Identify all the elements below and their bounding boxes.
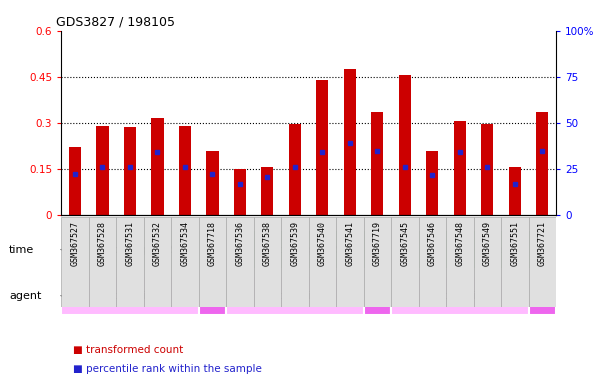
Bar xyxy=(398,75,411,215)
Text: ■ percentile rank within the sample: ■ percentile rank within the sample xyxy=(73,364,262,374)
Bar xyxy=(364,276,391,315)
Text: pilocarpine: pilocarpine xyxy=(266,291,324,301)
Text: ■ transformed count: ■ transformed count xyxy=(73,345,183,355)
Bar xyxy=(426,151,439,215)
Bar xyxy=(309,217,336,307)
Bar xyxy=(371,112,384,215)
Bar xyxy=(61,276,199,315)
Bar xyxy=(364,217,391,307)
Bar xyxy=(508,167,521,215)
Bar xyxy=(281,217,309,307)
Bar xyxy=(144,217,171,307)
Bar xyxy=(288,124,301,215)
Bar xyxy=(151,118,164,215)
Bar xyxy=(171,217,199,307)
Text: GSM367527: GSM367527 xyxy=(70,222,79,266)
Bar xyxy=(206,151,219,215)
Bar xyxy=(96,126,109,215)
Bar xyxy=(391,217,419,307)
Text: 3 days post-SE: 3 days post-SE xyxy=(103,245,185,255)
Bar xyxy=(391,230,556,269)
Bar xyxy=(474,217,501,307)
Text: GSM367540: GSM367540 xyxy=(318,222,327,266)
Bar xyxy=(226,276,364,315)
Text: GSM367719: GSM367719 xyxy=(373,222,382,266)
Text: GSM367541: GSM367541 xyxy=(345,222,354,266)
Text: GSM367538: GSM367538 xyxy=(263,222,272,266)
Text: pilocarpine: pilocarpine xyxy=(431,291,489,301)
Bar xyxy=(226,217,254,307)
Text: GSM367551: GSM367551 xyxy=(510,222,519,266)
Text: pilocarpine: pilocarpine xyxy=(101,291,159,301)
Text: immediate: immediate xyxy=(444,245,503,255)
Text: GSM367721: GSM367721 xyxy=(538,222,547,266)
Text: GSM367549: GSM367549 xyxy=(483,222,492,266)
Bar xyxy=(178,126,191,215)
Text: GSM367546: GSM367546 xyxy=(428,222,437,266)
Bar xyxy=(391,276,529,315)
Bar xyxy=(233,169,246,215)
Bar xyxy=(336,217,364,307)
Bar xyxy=(226,230,391,269)
Bar xyxy=(316,80,329,215)
Bar xyxy=(68,147,81,215)
Bar xyxy=(343,69,356,215)
Bar xyxy=(254,217,281,307)
Bar xyxy=(61,230,226,269)
Text: saline: saline xyxy=(530,291,555,300)
Text: GSM367545: GSM367545 xyxy=(400,222,409,266)
Text: GSM367532: GSM367532 xyxy=(153,222,162,266)
Text: 7 days post-SE: 7 days post-SE xyxy=(267,245,350,255)
Bar xyxy=(199,217,226,307)
Text: GDS3827 / 198105: GDS3827 / 198105 xyxy=(56,15,175,28)
Text: saline: saline xyxy=(365,291,390,300)
Bar xyxy=(536,112,549,215)
Bar xyxy=(501,217,529,307)
Bar xyxy=(89,217,116,307)
Bar xyxy=(446,217,474,307)
Bar xyxy=(116,217,144,307)
Text: agent: agent xyxy=(9,291,42,301)
Bar xyxy=(199,276,226,315)
Text: GSM367718: GSM367718 xyxy=(208,222,217,266)
Bar xyxy=(419,217,446,307)
Bar xyxy=(453,121,466,215)
Text: GSM367536: GSM367536 xyxy=(235,222,244,266)
Bar xyxy=(529,217,556,307)
Text: GSM367528: GSM367528 xyxy=(98,222,107,266)
Bar xyxy=(261,167,274,215)
Text: GSM367539: GSM367539 xyxy=(290,222,299,266)
Text: saline: saline xyxy=(200,291,225,300)
Bar xyxy=(529,276,556,315)
Bar xyxy=(123,127,136,215)
Bar xyxy=(61,217,89,307)
Text: time: time xyxy=(9,245,34,255)
Text: GSM367531: GSM367531 xyxy=(125,222,134,266)
Text: GSM367548: GSM367548 xyxy=(455,222,464,266)
Bar xyxy=(481,124,494,215)
Text: GSM367534: GSM367534 xyxy=(180,222,189,266)
